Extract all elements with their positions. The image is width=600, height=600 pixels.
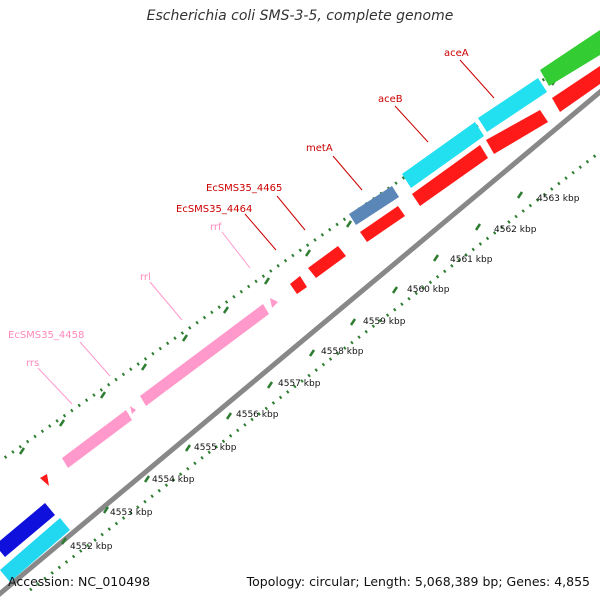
feature-ecsms35-4464 <box>290 276 307 294</box>
tick-label: 4562 kbp <box>494 225 537 235</box>
tick-label: 4552 kbp <box>70 542 113 552</box>
genome-summary: Topology: circular; Length: 5,068,389 bp… <box>246 574 590 589</box>
feature-green <box>540 30 600 86</box>
tick-label: 4559 kbp <box>363 317 406 327</box>
gene-label: rrl <box>140 272 151 283</box>
feature-cyan-aceb <box>402 122 484 188</box>
tick-label: 4558 kbp <box>321 347 364 357</box>
gene-label: metA <box>306 143 333 154</box>
gene-label: EcSMS35_4464 <box>176 204 252 215</box>
feature-meta <box>360 206 405 242</box>
tick-label: 4560 kbp <box>407 285 450 295</box>
tick-label: 4563 kbp <box>537 194 580 204</box>
tick-label: 4554 kbp <box>152 475 195 485</box>
feature-small-red <box>40 474 49 486</box>
feature-cyan-acea <box>478 78 547 132</box>
genome-backbone <box>0 88 600 597</box>
gene-label: aceB <box>378 94 403 105</box>
tick-label: 4556 kbp <box>236 410 279 420</box>
accession-label: Accession: NC_010498 <box>8 574 151 589</box>
feature-rrf <box>270 298 278 308</box>
inner-major-ticks <box>60 191 524 545</box>
label-leaders <box>37 59 495 405</box>
feature-meta-partner <box>349 186 399 225</box>
inner-tick-ring <box>29 150 600 592</box>
gene-label: EcSMS35_4458 <box>8 330 84 341</box>
gene-label: aceA <box>444 48 469 59</box>
gene-label: rrf <box>210 222 222 233</box>
tick-labels: 4552 kbp 4553 kbp 4554 kbp 4555 kbp 4556… <box>70 194 580 552</box>
feature-aceb <box>412 145 488 206</box>
feature-small-pink-a <box>130 406 136 414</box>
gene-labels: rrs EcSMS35_4458 rrl rrf EcSMS35_4464 Ec… <box>8 48 469 369</box>
feature-rrs <box>62 410 132 468</box>
feature-ecsms35-4465 <box>308 246 346 278</box>
feature-blue <box>0 503 55 557</box>
tick-label: 4557 kbp <box>278 379 321 389</box>
tick-label: 4561 kbp <box>450 255 493 265</box>
feature-acea <box>486 110 548 154</box>
feature-cyan-left <box>0 518 70 582</box>
feature-rrl <box>140 304 269 406</box>
gene-label: rrs <box>26 358 39 369</box>
tick-label: 4555 kbp <box>194 443 237 453</box>
gene-features <box>0 30 600 582</box>
tick-label: 4553 kbp <box>110 508 153 518</box>
gene-label: EcSMS35_4465 <box>206 183 282 194</box>
diagram-title: Escherichia coli SMS-3-5, complete genom… <box>146 8 454 24</box>
feature-red-right <box>552 66 600 112</box>
